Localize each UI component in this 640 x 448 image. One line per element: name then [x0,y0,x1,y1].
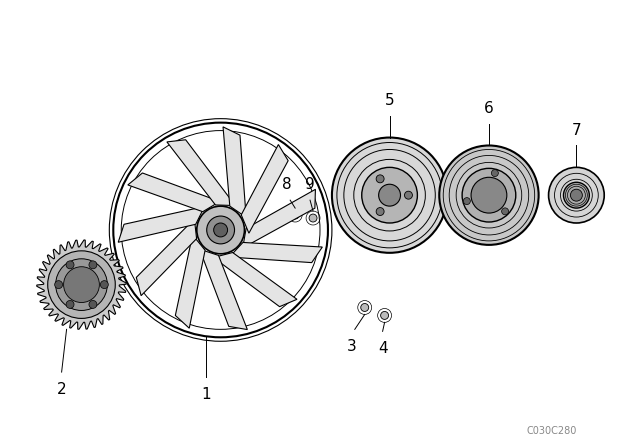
Polygon shape [175,235,205,328]
Circle shape [54,280,63,289]
Circle shape [404,191,412,199]
Circle shape [548,168,604,223]
Circle shape [48,251,115,319]
Circle shape [207,216,234,244]
Circle shape [563,182,589,208]
Circle shape [100,280,108,289]
Text: 3: 3 [347,339,356,354]
Circle shape [89,261,97,269]
Circle shape [570,189,582,201]
Circle shape [379,184,401,206]
Circle shape [376,175,384,183]
Polygon shape [223,127,246,217]
Circle shape [502,208,509,215]
Circle shape [56,259,108,310]
Circle shape [332,138,447,253]
Circle shape [492,170,499,177]
Polygon shape [136,219,196,296]
Circle shape [376,207,384,215]
Circle shape [462,168,516,222]
Circle shape [291,211,299,219]
Circle shape [63,267,99,302]
Circle shape [362,168,417,223]
Circle shape [66,261,74,269]
Circle shape [214,223,228,237]
Polygon shape [213,253,297,307]
Polygon shape [243,190,316,248]
Polygon shape [118,207,205,242]
Text: 2: 2 [57,382,67,397]
Text: 8: 8 [282,177,292,192]
Polygon shape [128,173,220,212]
Circle shape [66,301,74,308]
Text: 7: 7 [572,123,581,138]
Text: 9: 9 [305,177,315,192]
Polygon shape [36,240,126,329]
Text: 5: 5 [385,93,394,108]
Circle shape [89,301,97,308]
Circle shape [381,311,388,319]
Polygon shape [200,249,248,330]
Circle shape [439,146,539,245]
Circle shape [309,214,317,222]
Text: 4: 4 [378,341,387,356]
Text: 6: 6 [484,101,494,116]
Circle shape [471,177,507,213]
Polygon shape [167,140,236,206]
Text: C030C280: C030C280 [526,426,577,436]
Circle shape [361,303,369,311]
Text: 1: 1 [201,387,211,402]
Polygon shape [229,242,323,263]
Circle shape [463,198,470,205]
Circle shape [196,206,244,254]
Polygon shape [241,145,288,233]
